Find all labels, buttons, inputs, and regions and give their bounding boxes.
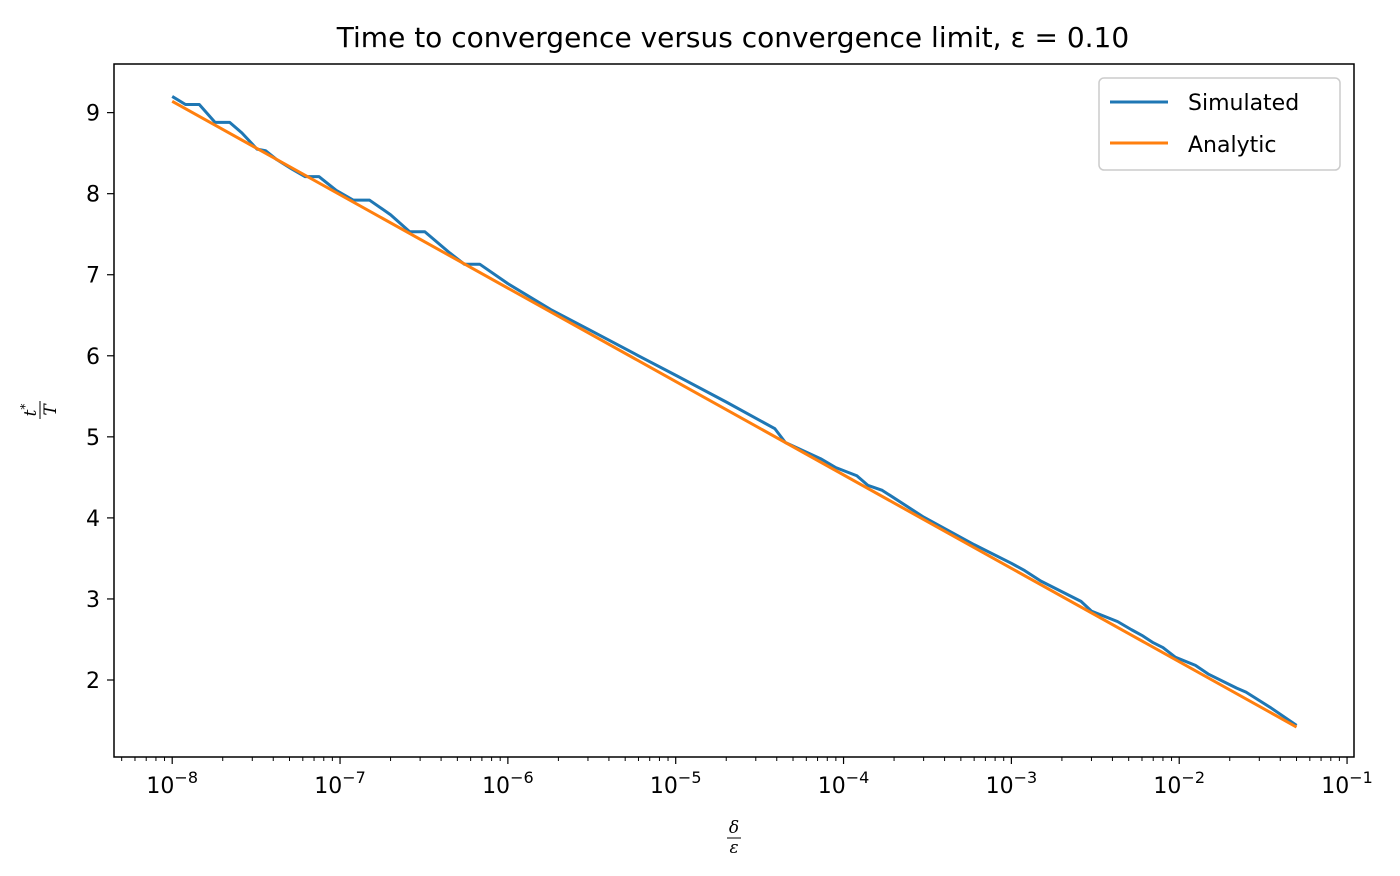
y-tick-label: 9: [86, 102, 100, 127]
x-tick-label: 10−6: [482, 768, 534, 799]
y-tick-label: 2: [86, 669, 100, 694]
x-tick-label: 10−1: [1321, 768, 1373, 799]
y-tick-label: 4: [86, 507, 100, 532]
x-axis-label-numerator: δ: [729, 818, 739, 838]
y-tick-label: 5: [86, 426, 100, 451]
legend: Simulated Analytic: [1098, 77, 1341, 171]
y-axis-label-numerator-symbol: t: [21, 409, 41, 416]
series-line-analytic: [171, 99, 1298, 729]
chart-title: Time to convergence versus convergence l…: [336, 21, 1129, 54]
plot-frame: [113, 63, 1355, 758]
series-line-simulated: [171, 95, 1298, 727]
x-tick-label: 10−7: [314, 768, 366, 799]
y-tick-label: 8: [86, 183, 100, 208]
x-tick-label: 10−2: [1153, 768, 1205, 799]
x-tick-label: 10−5: [650, 768, 702, 799]
x-axis: 10−8 10−7 10−6 10−5 10−4 10−3 10−2 10−1: [121, 757, 1373, 799]
x-tick-label: 10−3: [986, 768, 1038, 799]
x-tick-label: 10−4: [818, 768, 870, 799]
plot-area: 10−8 10−7 10−6 10−5 10−4 10−3 10−2 10−1 2 3 4 5 6 7 8…: [86, 63, 1373, 799]
y-axis-label-numerator: t*: [18, 404, 41, 417]
x-axis-label-denominator: ε: [729, 838, 738, 858]
y-tick-label: 6: [86, 345, 100, 370]
y-axis-label-superscript: *: [18, 404, 32, 410]
series-layer: [171, 95, 1298, 729]
legend-label-analytic: Analytic: [1188, 133, 1276, 158]
y-axis-label: t* T: [18, 401, 61, 419]
y-axis: 2 3 4 5 6 7 8 9: [86, 102, 114, 694]
y-tick-label: 3: [86, 588, 100, 613]
x-axis-label: δ ε: [727, 818, 741, 858]
legend-label-simulated: Simulated: [1188, 91, 1299, 116]
y-tick-label: 7: [86, 264, 100, 289]
y-axis-label-denominator: T: [41, 403, 61, 416]
x-tick-label: 10−8: [146, 768, 198, 799]
